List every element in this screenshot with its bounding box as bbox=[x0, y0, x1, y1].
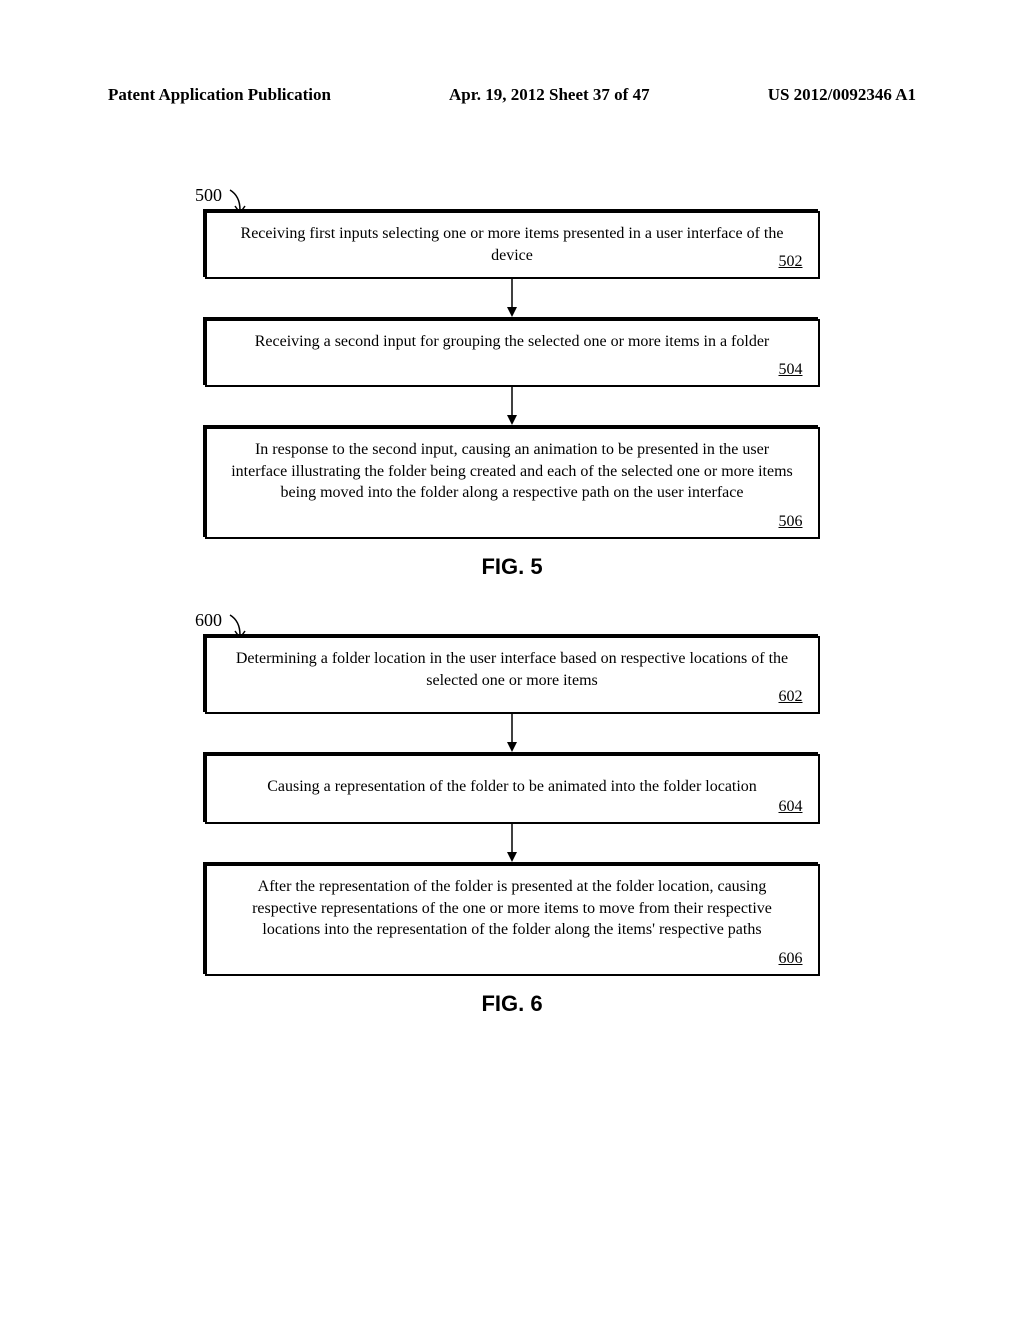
figure-6-group: 600 Determining a folder location in the… bbox=[120, 610, 904, 1017]
box-text: Determining a folder location in the use… bbox=[227, 648, 798, 691]
box-number: 604 bbox=[779, 798, 803, 816]
arrow-container bbox=[120, 824, 904, 864]
arrow-container bbox=[120, 714, 904, 754]
flow-label-500-container: 500 bbox=[195, 185, 904, 206]
flow-label-600-container: 600 bbox=[195, 610, 904, 631]
box-text: After the representation of the folder i… bbox=[227, 876, 798, 941]
arrow-container bbox=[120, 279, 904, 319]
figure-6-caption: FIG. 6 bbox=[120, 991, 904, 1017]
header-right: US 2012/0092346 A1 bbox=[768, 85, 916, 105]
box-number: 602 bbox=[779, 688, 803, 706]
flowchart-box-602: Determining a folder location in the use… bbox=[205, 636, 820, 714]
flowchart-box-606: After the representation of the folder i… bbox=[205, 864, 820, 976]
flowchart-box-506: In response to the second input, causing… bbox=[205, 427, 820, 539]
diagram-content: 500 Receiving first inputs selecting one… bbox=[0, 115, 1024, 1017]
box-text: Causing a representation of the folder t… bbox=[227, 766, 798, 798]
flow-label-600: 600 bbox=[195, 610, 222, 631]
arrow-container bbox=[120, 387, 904, 427]
figure-5-group: 500 Receiving first inputs selecting one… bbox=[120, 185, 904, 580]
box-number: 502 bbox=[779, 253, 803, 271]
flowchart-box-604: Causing a representation of the folder t… bbox=[205, 754, 820, 824]
arrow-down-icon bbox=[502, 279, 522, 319]
arrow-down-icon bbox=[502, 714, 522, 754]
flowchart-box-502: Receiving first inputs selecting one or … bbox=[205, 211, 820, 279]
header-left: Patent Application Publication bbox=[108, 85, 331, 105]
page-header: Patent Application Publication Apr. 19, … bbox=[0, 0, 1024, 115]
figure-5-caption: FIG. 5 bbox=[120, 554, 904, 580]
header-center: Apr. 19, 2012 Sheet 37 of 47 bbox=[449, 85, 650, 105]
flowchart-box-504: Receiving a second input for grouping th… bbox=[205, 319, 820, 387]
box-number: 504 bbox=[779, 361, 803, 379]
arrow-down-icon bbox=[502, 824, 522, 864]
box-text: Receiving first inputs selecting one or … bbox=[227, 223, 798, 266]
box-text: In response to the second input, causing… bbox=[227, 439, 798, 504]
box-number: 606 bbox=[779, 950, 803, 968]
arrow-down-icon bbox=[502, 387, 522, 427]
flow-label-500: 500 bbox=[195, 185, 222, 206]
box-text: Receiving a second input for grouping th… bbox=[227, 331, 798, 353]
box-number: 506 bbox=[779, 513, 803, 531]
